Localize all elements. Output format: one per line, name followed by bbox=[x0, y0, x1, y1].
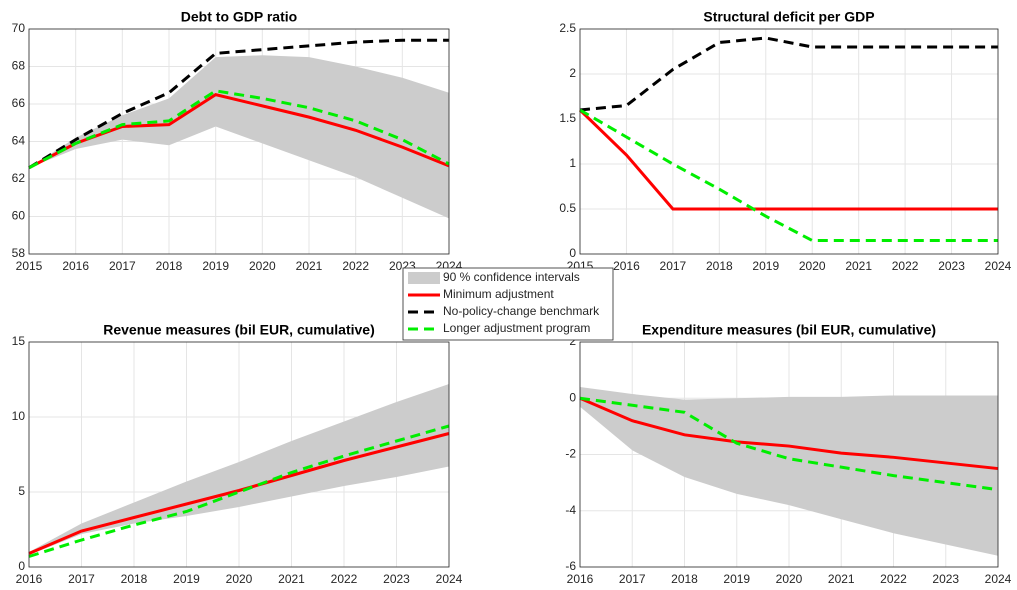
x-tick-label: 2021 bbox=[278, 572, 305, 586]
y-tick-label: 1.5 bbox=[559, 111, 576, 125]
x-tick-label: 2019 bbox=[173, 572, 200, 586]
series-line bbox=[28, 93, 450, 170]
series-line bbox=[28, 432, 450, 555]
y-tick-label: 10 bbox=[12, 409, 26, 423]
x-tick-label: 2018 bbox=[706, 259, 733, 273]
y-tick-label: 0 bbox=[18, 559, 25, 573]
legend-label: 90 % confidence intervals bbox=[443, 270, 580, 284]
x-tick-label: 2022 bbox=[880, 572, 907, 586]
axes-box bbox=[579, 341, 999, 568]
y-tick-label: 64 bbox=[12, 134, 26, 148]
y-tick-label: -6 bbox=[565, 559, 576, 573]
chart-title: Expenditure measures (bil EUR, cumulativ… bbox=[642, 322, 936, 338]
legend-label: Longer adjustment program bbox=[443, 321, 590, 335]
x-tick-label: 2019 bbox=[723, 572, 750, 586]
legend-swatch bbox=[408, 272, 440, 284]
x-tick-label: 2016 bbox=[16, 572, 43, 586]
subplot: 2015 2016 2017 2018 2019 2020 2021 2022 2023 2024… bbox=[559, 9, 1011, 273]
x-tick-label: 2016 bbox=[62, 259, 89, 273]
x-tick-label: 2018 bbox=[121, 572, 148, 586]
axes-box bbox=[28, 341, 450, 568]
x-tick-label: 2018 bbox=[156, 259, 183, 273]
x-tick-label: 2024 bbox=[436, 572, 463, 586]
y-tick-label: -4 bbox=[565, 503, 576, 517]
x-tick-label: 2023 bbox=[383, 572, 410, 586]
x-tick-label: 2020 bbox=[249, 259, 276, 273]
series-line bbox=[28, 38, 449, 170]
x-tick-label: 2018 bbox=[671, 572, 698, 586]
y-tick-label: 0 bbox=[569, 246, 576, 260]
y-tick-label: 66 bbox=[12, 96, 26, 110]
x-tick-label: 2020 bbox=[776, 572, 803, 586]
x-tick-label: 2022 bbox=[331, 572, 358, 586]
x-tick-label: 2020 bbox=[799, 259, 826, 273]
series-line bbox=[579, 396, 999, 492]
chart-title: Revenue measures (bil EUR, cumulative) bbox=[103, 322, 375, 338]
y-tick-label: 70 bbox=[12, 21, 26, 35]
y-tick-label: 68 bbox=[12, 59, 26, 73]
series-line bbox=[28, 89, 450, 170]
confidence-band bbox=[29, 55, 449, 219]
confidence-band bbox=[29, 384, 449, 555]
legend-label: Minimum adjustment bbox=[443, 287, 554, 301]
x-tick-label: 2015 bbox=[16, 259, 43, 273]
x-tick-label: 2016 bbox=[567, 572, 594, 586]
series-line bbox=[28, 424, 450, 558]
series-line bbox=[578, 108, 998, 211]
x-tick-label: 2017 bbox=[660, 259, 687, 273]
x-tick-label: 2023 bbox=[938, 259, 965, 273]
x-tick-label: 2021 bbox=[828, 572, 855, 586]
x-tick-label: 2016 bbox=[613, 259, 640, 273]
x-tick-label: 2022 bbox=[892, 259, 919, 273]
legend: 90 % confidence intervals Minimum adjustm… bbox=[402, 267, 614, 341]
legend-label: No-policy-change benchmark bbox=[443, 304, 600, 318]
y-tick-label: 15 bbox=[12, 334, 26, 348]
chart-title: Structural deficit per GDP bbox=[703, 9, 874, 25]
series-line bbox=[579, 36, 998, 112]
x-tick-label: 2017 bbox=[619, 572, 646, 586]
series-line bbox=[579, 396, 999, 471]
confidence-band bbox=[580, 387, 998, 556]
x-tick-label: 2019 bbox=[752, 259, 779, 273]
y-tick-label: 62 bbox=[12, 171, 26, 185]
y-tick-label: 2 bbox=[569, 334, 576, 348]
x-tick-label: 2017 bbox=[68, 572, 95, 586]
axes-box bbox=[579, 28, 999, 255]
x-tick-label: 2019 bbox=[202, 259, 229, 273]
x-tick-label: 2020 bbox=[226, 572, 253, 586]
y-tick-label: 2.5 bbox=[559, 21, 576, 35]
y-tick-label: 2 bbox=[569, 66, 576, 80]
x-tick-label: 2021 bbox=[845, 259, 872, 273]
axes-box bbox=[28, 28, 450, 255]
x-tick-label: 2024 bbox=[985, 572, 1012, 586]
x-tick-label: 2023 bbox=[932, 572, 959, 586]
subplot: 2016 2017 2018 2019 2020 2021 2022 2023 2024 0 5 10… bbox=[12, 322, 463, 586]
y-tick-label: 0.5 bbox=[559, 201, 576, 215]
x-tick-label: 2024 bbox=[985, 259, 1012, 273]
y-tick-label: 0 bbox=[569, 390, 576, 404]
subplot: 2016 2017 2018 2019 2020 2021 2022 2023 2024 -6 -4… bbox=[565, 322, 1011, 586]
y-tick-label: -2 bbox=[565, 447, 576, 461]
x-tick-label: 2017 bbox=[109, 259, 136, 273]
y-tick-label: 1 bbox=[569, 156, 576, 170]
chart-title: Debt to GDP ratio bbox=[181, 9, 297, 25]
y-tick-label: 5 bbox=[18, 484, 25, 498]
y-tick-label: 60 bbox=[12, 209, 26, 223]
x-tick-label: 2021 bbox=[296, 259, 323, 273]
series-line bbox=[579, 108, 998, 242]
subplot: 2015 2016 2017 2018 2019 2020 2021 2022 2023 2024… bbox=[12, 9, 463, 273]
x-tick-label: 2022 bbox=[342, 259, 369, 273]
y-tick-label: 58 bbox=[12, 246, 26, 260]
plot-area bbox=[580, 29, 998, 254]
